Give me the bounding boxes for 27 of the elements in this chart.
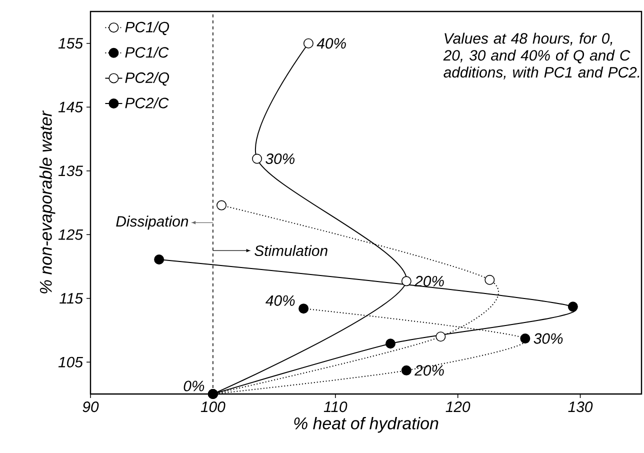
x-tick-label: 90 (82, 402, 99, 412)
annotation: Stimulation (254, 245, 328, 256)
annotation: 40% (266, 295, 295, 306)
legend-label: PC2/Q (125, 72, 170, 86)
y-axis-title: % non-evaporable water (39, 110, 56, 294)
x-axis-title: % heat of hydration (294, 416, 438, 433)
annotation: 40% (316, 38, 346, 49)
y-tick-label: 105 (58, 356, 84, 368)
annotation: 20% (414, 365, 444, 376)
y-tick-label: 135 (58, 166, 84, 176)
legend-label: PC1/Q (125, 21, 170, 36)
annotation: 20% (414, 276, 444, 286)
legend-label: PC2/C (125, 97, 169, 108)
annotation: Dissipation (116, 216, 188, 230)
y-tick-label: 125 (58, 229, 84, 240)
annotation: Values at 48 hours, for 0, 20, 30 and 40% of Q and C additions, with PC1 and PC2. (443, 32, 640, 80)
y-tick-label: 155 (58, 38, 84, 49)
x-tick-label: 100 (200, 402, 226, 412)
annotation: 0% (184, 380, 204, 392)
x-tick-label: 110 (324, 402, 348, 412)
legend-label: PC1/C (125, 46, 169, 58)
y-tick-label: 115 (60, 293, 84, 304)
annotation: 30% (534, 333, 563, 344)
x-tick-label: 120 (446, 402, 470, 412)
x-tick-label: 130 (568, 402, 593, 412)
annotation: 30% (266, 153, 294, 164)
y-tick-label: 145 (58, 102, 84, 112)
